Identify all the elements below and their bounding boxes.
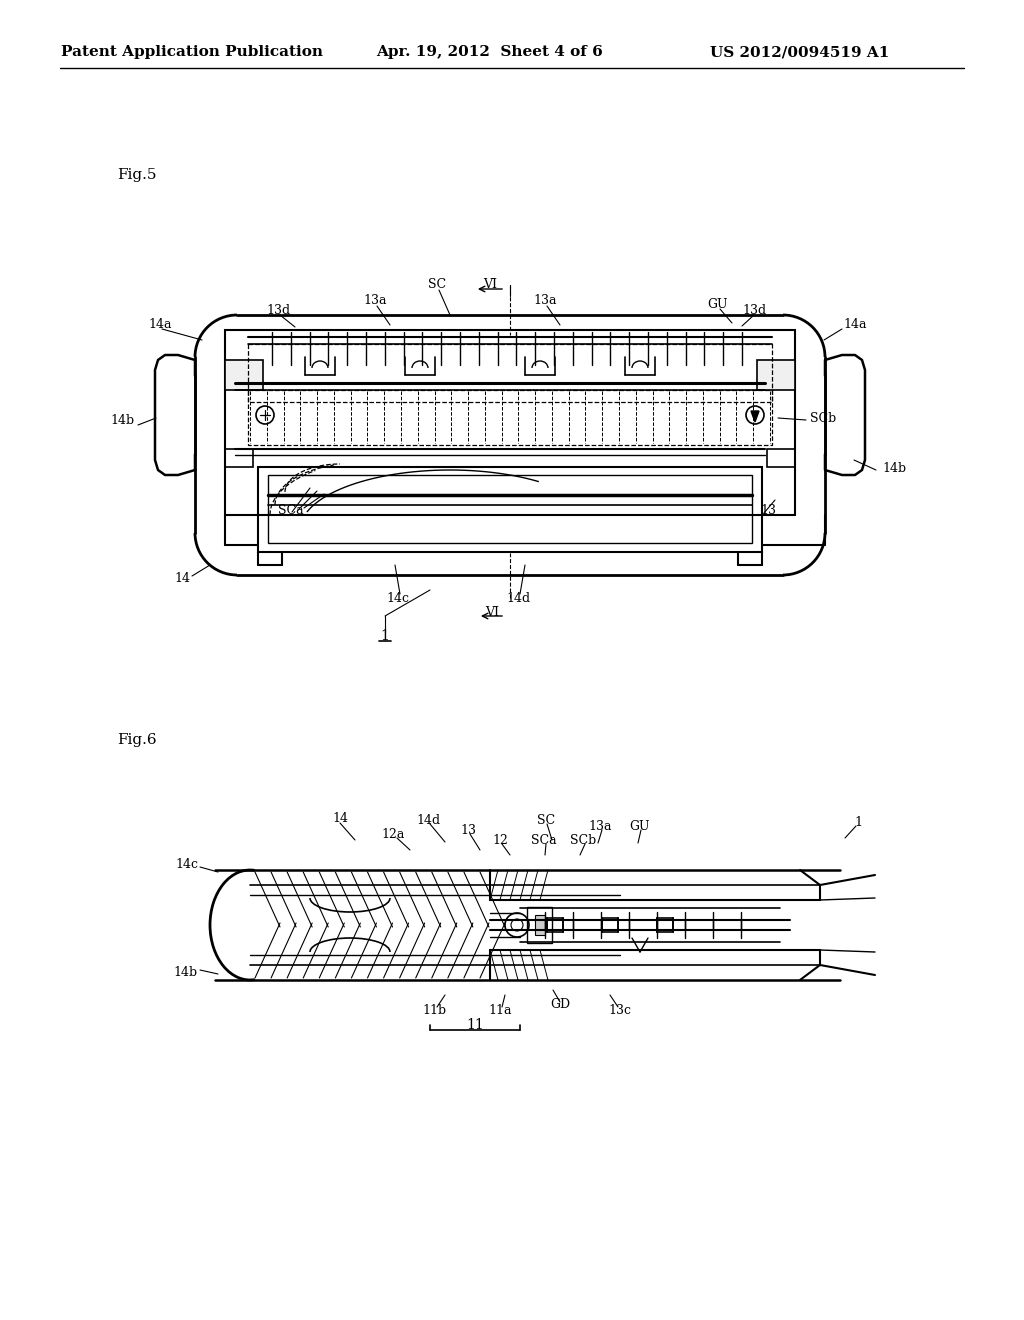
Text: SCa: SCa [531, 833, 557, 846]
Text: VI: VI [485, 606, 499, 619]
Text: 12: 12 [493, 833, 508, 846]
Bar [225, 360, 263, 389]
Bar [535, 915, 545, 935]
Text: 14b: 14b [882, 462, 906, 474]
Text: SCa: SCa [278, 503, 304, 516]
Text: SCb: SCb [810, 412, 837, 425]
Bar [268, 475, 752, 543]
Text: 14b: 14b [111, 413, 135, 426]
Text: SCb: SCb [570, 833, 596, 846]
Text: 11b: 11b [423, 1003, 447, 1016]
Bar [757, 360, 795, 389]
Text: SC: SC [537, 813, 555, 826]
Text: 11: 11 [466, 1018, 484, 1032]
Text: GU: GU [630, 820, 650, 833]
Text: 13: 13 [460, 824, 476, 837]
Text: 13c: 13c [608, 1003, 632, 1016]
Bar [248, 345, 772, 403]
Bar [225, 330, 795, 515]
Bar [258, 467, 762, 552]
Text: VI: VI [483, 279, 497, 292]
Bar [767, 449, 795, 467]
Text: GU: GU [708, 298, 728, 312]
Text: 14c: 14c [175, 858, 198, 870]
Bar [225, 449, 253, 467]
Text: Fig.5: Fig.5 [117, 168, 157, 182]
Text: 13a: 13a [534, 293, 557, 306]
Text: 13: 13 [760, 503, 776, 516]
Text: 13d: 13d [743, 304, 767, 317]
Text: US 2012/0094519 A1: US 2012/0094519 A1 [711, 45, 890, 59]
Text: 13a: 13a [588, 820, 611, 833]
Polygon shape [751, 411, 759, 422]
Text: Fig.6: Fig.6 [117, 733, 157, 747]
Text: 14c: 14c [386, 591, 410, 605]
Text: GD: GD [550, 998, 570, 1011]
Text: Apr. 19, 2012  Sheet 4 of 6: Apr. 19, 2012 Sheet 4 of 6 [377, 45, 603, 59]
Text: 14d: 14d [416, 813, 440, 826]
Text: 11a: 11a [488, 1003, 512, 1016]
Text: 14: 14 [332, 812, 348, 825]
Text: SC: SC [428, 279, 446, 292]
Text: 13d: 13d [266, 304, 290, 317]
Text: 14: 14 [174, 572, 190, 585]
Bar [248, 389, 772, 445]
Text: Patent Application Publication: Patent Application Publication [61, 45, 323, 59]
Text: 13a: 13a [364, 293, 387, 306]
Text: 14d: 14d [506, 591, 530, 605]
Text: 14b: 14b [174, 965, 198, 978]
Text: 14a: 14a [843, 318, 866, 331]
Text: 1: 1 [854, 816, 862, 829]
Text: 12a: 12a [381, 828, 404, 841]
Text: 1: 1 [381, 630, 389, 643]
Text: 14a: 14a [148, 318, 171, 331]
Bar [527, 907, 552, 942]
